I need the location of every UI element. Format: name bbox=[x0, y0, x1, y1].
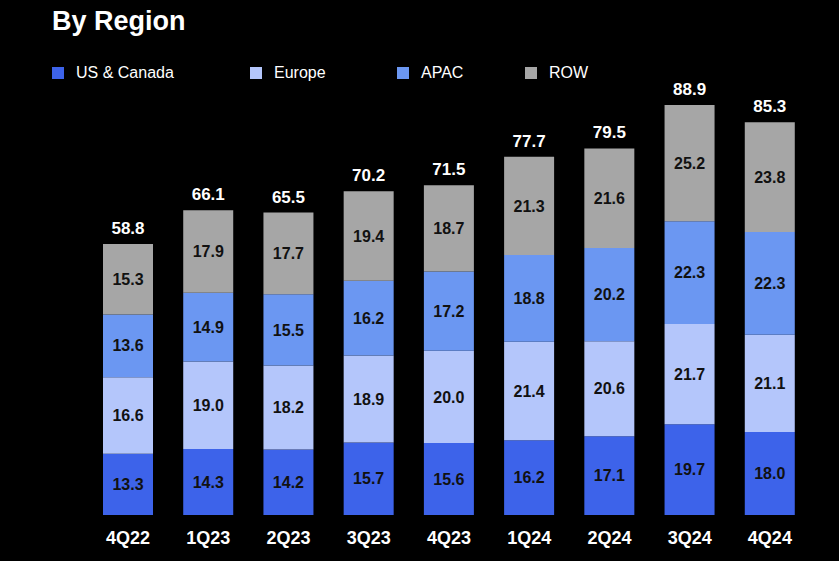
svg-text:2Q24: 2Q24 bbox=[587, 528, 631, 548]
svg-text:3Q23: 3Q23 bbox=[347, 528, 391, 548]
svg-text:21.6: 21.6 bbox=[594, 190, 625, 207]
svg-text:16.6: 16.6 bbox=[112, 407, 143, 424]
svg-text:1Q24: 1Q24 bbox=[507, 528, 551, 548]
svg-text:15.5: 15.5 bbox=[273, 322, 304, 339]
svg-text:15.7: 15.7 bbox=[353, 470, 384, 487]
svg-text:15.6: 15.6 bbox=[433, 471, 464, 488]
html-text:Europe: Europe bbox=[274, 64, 326, 81]
svg-text:18.7: 18.7 bbox=[433, 220, 464, 237]
svg-text:17.9: 17.9 bbox=[193, 243, 224, 260]
svg-text:22.3: 22.3 bbox=[674, 264, 705, 281]
svg-text:17.1: 17.1 bbox=[594, 467, 625, 484]
svg-text:21.1: 21.1 bbox=[754, 375, 785, 392]
svg-text:14.2: 14.2 bbox=[273, 474, 304, 491]
svg-text:88.9: 88.9 bbox=[673, 80, 706, 99]
svg-text:19.7: 19.7 bbox=[674, 461, 705, 478]
svg-text:20.2: 20.2 bbox=[594, 286, 625, 303]
svg-text:15.3: 15.3 bbox=[112, 271, 143, 288]
svg-text:16.2: 16.2 bbox=[353, 310, 384, 327]
svg-text:13.3: 13.3 bbox=[112, 476, 143, 493]
svg-text:1Q23: 1Q23 bbox=[186, 528, 230, 548]
svg-text:17.7: 17.7 bbox=[273, 245, 304, 262]
svg-text:23.8: 23.8 bbox=[754, 169, 785, 186]
svg-text:65.5: 65.5 bbox=[272, 188, 305, 207]
svg-text:70.2: 70.2 bbox=[352, 166, 385, 185]
svg-text:18.8: 18.8 bbox=[514, 290, 545, 307]
svg-text:17.2: 17.2 bbox=[433, 303, 464, 320]
svg-text:21.3: 21.3 bbox=[514, 198, 545, 215]
svg-text:4Q22: 4Q22 bbox=[106, 528, 150, 548]
svg-text:14.3: 14.3 bbox=[193, 474, 224, 491]
html-text:ROW: ROW bbox=[549, 64, 589, 81]
svg-text:3Q24: 3Q24 bbox=[668, 528, 712, 548]
svg-text:14.9: 14.9 bbox=[193, 319, 224, 336]
html-text:APAC: APAC bbox=[421, 64, 464, 81]
svg-text:66.1: 66.1 bbox=[192, 185, 225, 204]
svg-text:71.5: 71.5 bbox=[432, 160, 465, 179]
svg-text:19.0: 19.0 bbox=[193, 397, 224, 414]
svg-text:18.2: 18.2 bbox=[273, 399, 304, 416]
svg-text:79.5: 79.5 bbox=[593, 123, 626, 142]
svg-text:4Q24: 4Q24 bbox=[748, 528, 792, 548]
svg-text:18.0: 18.0 bbox=[754, 465, 785, 482]
svg-text:22.3: 22.3 bbox=[754, 275, 785, 292]
svg-text:2Q23: 2Q23 bbox=[267, 528, 311, 548]
svg-text:21.7: 21.7 bbox=[674, 366, 705, 383]
html-text:By Region: By Region bbox=[52, 6, 186, 36]
svg-text:58.8: 58.8 bbox=[111, 219, 144, 238]
svg-text:20.0: 20.0 bbox=[433, 389, 464, 406]
html-text:US & Canada: US & Canada bbox=[76, 64, 174, 81]
svg-text:21.4: 21.4 bbox=[514, 383, 545, 400]
svg-text:18.9: 18.9 bbox=[353, 391, 384, 408]
svg-text:20.6: 20.6 bbox=[594, 380, 625, 397]
svg-text:19.4: 19.4 bbox=[353, 228, 384, 245]
svg-text:77.7: 77.7 bbox=[513, 132, 546, 151]
svg-text:4Q23: 4Q23 bbox=[427, 528, 471, 548]
svg-text:16.2: 16.2 bbox=[514, 469, 545, 486]
svg-text:25.2: 25.2 bbox=[674, 155, 705, 172]
svg-text:85.3: 85.3 bbox=[753, 97, 786, 116]
svg-text:13.6: 13.6 bbox=[112, 337, 143, 354]
